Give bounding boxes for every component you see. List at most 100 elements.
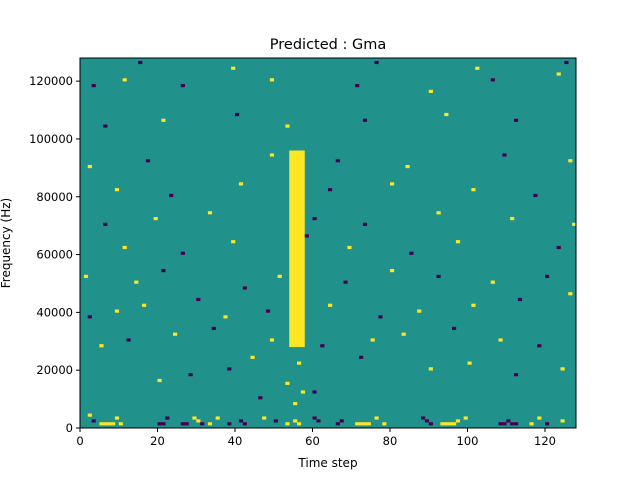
heatmap-cell [490, 78, 495, 82]
heatmap-cell [560, 367, 565, 371]
heatmap-cell [215, 416, 220, 420]
heatmap-cell [122, 245, 127, 250]
heatmap-cell [537, 344, 542, 348]
heatmap-band [289, 150, 305, 348]
heatmap-cell [529, 422, 534, 426]
heatmap-cell [157, 378, 162, 383]
heatmap-cell [452, 326, 457, 331]
heatmap-cell [188, 373, 193, 377]
heatmap-cell [428, 89, 433, 93]
heatmap-cell [409, 251, 414, 255]
heatmap-cell [165, 416, 170, 420]
heatmap-cell [335, 422, 340, 426]
heatmap-cell [510, 216, 515, 221]
x-tick-label: 20 [150, 434, 165, 448]
heatmap-cell [545, 422, 550, 426]
heatmap-cell [545, 274, 550, 278]
heatmap-cell [436, 274, 441, 278]
y-tick-label: 20000 [36, 363, 73, 377]
heatmap-cell [444, 422, 449, 426]
heatmap-cell [118, 422, 123, 426]
plot-frame [79, 57, 577, 429]
heatmap-cell [273, 419, 278, 423]
heatmap-cell [297, 361, 302, 365]
heatmap-cell [533, 193, 538, 198]
heatmap-cell [362, 222, 368, 226]
heatmap-cell [227, 367, 232, 371]
heatmap-cell [514, 373, 519, 377]
heatmap-cell [401, 332, 406, 336]
heatmap-cell [417, 309, 422, 313]
heatmap-cell [207, 211, 213, 215]
chart-title: Predicted : Gma [270, 37, 386, 53]
heatmap-cell [153, 216, 158, 221]
y-tick-label: 0 [66, 421, 73, 435]
heatmap-cell [145, 159, 151, 163]
heatmap-cell [231, 240, 236, 244]
heatmap-cell [312, 416, 317, 420]
heatmap-cell [242, 286, 247, 290]
heatmap-cell [266, 309, 271, 313]
heatmap-cell [506, 419, 511, 423]
heatmap-cell [556, 72, 561, 76]
heatmap-cell [312, 216, 317, 221]
heatmap-cell [537, 416, 542, 420]
heatmap-cell [285, 381, 290, 385]
heatmap-cell [180, 422, 185, 426]
heatmap-cell [161, 269, 166, 273]
heatmap-cell [359, 422, 364, 426]
heatmap-cell [114, 309, 120, 313]
heatmap-cell [421, 416, 426, 420]
heatmap-cell [103, 222, 108, 226]
heatmap-cell [455, 240, 461, 244]
heatmap-cell [192, 416, 197, 420]
heatmap-cell [87, 413, 92, 417]
heatmap-cell [142, 303, 147, 307]
heatmap-cell [390, 269, 395, 273]
heatmap-cell [161, 422, 166, 426]
heatmap-cell [300, 390, 306, 394]
heatmap-cell [238, 419, 244, 423]
heatmap-cell [444, 112, 449, 117]
heatmap-cell [362, 422, 368, 426]
heatmap-cell [502, 422, 507, 426]
heatmap-cell [390, 182, 395, 186]
heatmap-cell [490, 280, 495, 284]
x-axis: 0 20 40 60 80 100 120 [76, 428, 556, 448]
heatmap-cell [134, 280, 139, 284]
y-tick-label: 60000 [36, 248, 73, 262]
heatmap-cell [161, 118, 166, 122]
heatmap-cell [366, 422, 371, 426]
heatmap-cell [475, 66, 480, 70]
heatmap-background [80, 58, 576, 428]
heatmap-cell [231, 66, 236, 70]
heatmap-cell [297, 422, 302, 426]
heatmap-cell [382, 422, 387, 426]
heatmap-cell [517, 297, 523, 302]
heatmap-cell [514, 118, 519, 122]
heatmap-cell [328, 188, 333, 192]
y-tick-label: 100000 [29, 132, 73, 146]
heatmap-cell [355, 84, 360, 88]
y-axis: 0 20000 40000 60000 80000 100000 120000 [29, 74, 80, 435]
heatmap-cell [103, 422, 108, 426]
heatmap-cell [374, 60, 379, 65]
heatmap-cell [463, 416, 468, 420]
heatmap-cell [316, 419, 321, 423]
heatmap-cell [293, 419, 298, 423]
heatmap-cell [114, 188, 120, 192]
heatmap-cell [304, 234, 309, 238]
heatmap-cell [378, 315, 383, 319]
heatmap-cell [471, 188, 476, 192]
heatmap-cell [498, 422, 503, 426]
heatmap-cell [502, 153, 507, 157]
heatmap-cell [269, 153, 275, 157]
x-tick-label: 0 [76, 434, 83, 448]
heatmap-cell [227, 422, 232, 426]
heatmap-cell [510, 422, 515, 426]
heatmap-cell [514, 422, 519, 426]
heatmap-cell [99, 344, 104, 348]
heatmap-cell [355, 422, 360, 426]
heatmap-cell [196, 419, 201, 423]
heatmap-cell [370, 338, 375, 342]
